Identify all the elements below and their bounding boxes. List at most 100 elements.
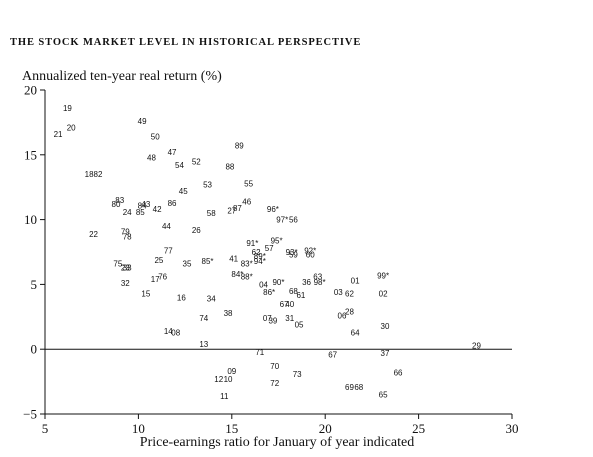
point-label: 75 bbox=[113, 260, 122, 269]
point-label: 01 bbox=[351, 277, 360, 286]
point-label: 86 bbox=[168, 199, 177, 208]
point-label: 87 bbox=[233, 204, 242, 213]
point-label: 32 bbox=[121, 279, 130, 288]
point-label: 57 bbox=[265, 244, 274, 253]
point-label: 76 bbox=[158, 273, 167, 282]
point-label: 11 bbox=[220, 392, 229, 401]
x-tick-label: 10 bbox=[132, 421, 145, 436]
point-label: 89 bbox=[235, 142, 244, 151]
x-axis-label: Price-earnings ratio for January of year… bbox=[140, 435, 414, 450]
point-label: 15 bbox=[141, 289, 150, 298]
point-label: 04 bbox=[259, 280, 268, 289]
point-label: 83 bbox=[115, 196, 124, 205]
point-label: 46 bbox=[242, 197, 251, 206]
y-tick-label: −5 bbox=[23, 407, 37, 422]
x-tick-label: 25 bbox=[412, 421, 425, 436]
point-label: 67 bbox=[328, 350, 337, 359]
point-label: 77 bbox=[164, 247, 173, 256]
point-label: 72 bbox=[270, 379, 279, 388]
point-label: 24 bbox=[123, 208, 132, 217]
point-label: 78 bbox=[123, 232, 132, 241]
point-label: 25 bbox=[154, 256, 163, 265]
point-label: 29 bbox=[472, 341, 481, 350]
point-label: 33 bbox=[123, 264, 132, 273]
y-axis-label: Annualized ten-year real return (%) bbox=[22, 69, 222, 84]
point-label: 84* bbox=[231, 270, 243, 279]
point-label: 74 bbox=[199, 314, 208, 323]
point-label: 55 bbox=[244, 179, 253, 188]
point-label: 26 bbox=[192, 226, 201, 235]
point-label: 47 bbox=[168, 148, 177, 157]
point-label: 02 bbox=[379, 289, 388, 298]
point-label: 86* bbox=[263, 288, 275, 297]
point-label: 96* bbox=[267, 205, 279, 214]
point-label: 60 bbox=[306, 251, 315, 260]
point-label: 06 bbox=[338, 312, 347, 321]
point-label: 21 bbox=[54, 130, 63, 139]
point-label: 97* bbox=[276, 216, 288, 225]
point-label: 50 bbox=[151, 133, 160, 142]
point-label: 28 bbox=[345, 308, 354, 317]
point-label: 89* bbox=[254, 252, 266, 261]
point-label: 16 bbox=[177, 293, 186, 302]
point-label: 40 bbox=[285, 300, 294, 309]
point-label: 53 bbox=[203, 181, 212, 190]
y-tick-label: 10 bbox=[24, 212, 37, 227]
point-label: 91* bbox=[246, 239, 258, 248]
y-tick-label: 15 bbox=[24, 147, 37, 162]
point-label: 64 bbox=[351, 328, 360, 337]
point-label: 80 bbox=[112, 200, 121, 209]
point-label: 69 bbox=[345, 383, 354, 392]
point-label: 59 bbox=[289, 251, 298, 260]
point-label: 03 bbox=[334, 288, 343, 297]
point-label: 54 bbox=[175, 161, 184, 170]
point-label: 19 bbox=[63, 104, 72, 113]
point-label: 49 bbox=[138, 117, 147, 126]
point-label: 99* bbox=[377, 271, 389, 280]
point-label: 10 bbox=[224, 375, 233, 384]
point-label: 65 bbox=[379, 391, 388, 400]
point-label: 56 bbox=[289, 216, 298, 225]
point-label: 23 bbox=[121, 264, 130, 273]
point-label: 08 bbox=[171, 328, 180, 337]
point-label: 98* bbox=[314, 278, 326, 287]
point-label: 88* bbox=[241, 273, 253, 282]
point-label: 17 bbox=[151, 275, 160, 284]
point-label: 37 bbox=[381, 349, 390, 358]
point-label: 45 bbox=[179, 187, 188, 196]
point-label: 48 bbox=[147, 153, 156, 162]
point-label: 62 bbox=[345, 289, 354, 298]
point-label: 20 bbox=[67, 124, 76, 133]
point-label: 73 bbox=[293, 370, 302, 379]
point-label: 12 bbox=[214, 375, 223, 384]
point-label: 62 bbox=[252, 248, 261, 257]
point-label: 88 bbox=[225, 162, 234, 171]
point-label: 68 bbox=[354, 383, 363, 392]
point-label: 38 bbox=[224, 309, 233, 318]
point-label: 05 bbox=[295, 321, 304, 330]
point-label: 63 bbox=[313, 273, 322, 282]
point-label: 61 bbox=[296, 291, 305, 300]
point-label: 52 bbox=[192, 157, 201, 166]
point-label: 92* bbox=[304, 247, 316, 256]
point-label: 35 bbox=[183, 260, 192, 269]
point-label: 31 bbox=[285, 314, 294, 323]
point-label: 85* bbox=[202, 257, 214, 266]
point-label: 90* bbox=[272, 278, 284, 287]
point-label: 93* bbox=[286, 248, 298, 257]
point-label: 44 bbox=[162, 222, 171, 231]
chart-title: THE STOCK MARKET LEVEL IN HISTORICAL PER… bbox=[10, 37, 362, 48]
point-label: 39 bbox=[268, 317, 277, 326]
point-label: 14 bbox=[164, 327, 173, 336]
point-label: 71 bbox=[255, 348, 264, 357]
point-label: 43 bbox=[141, 200, 150, 209]
point-label: 68 bbox=[289, 287, 298, 296]
point-label: 95* bbox=[271, 236, 283, 245]
point-label: 07 bbox=[263, 314, 272, 323]
point-label: 42 bbox=[153, 205, 162, 214]
point-label: 67 bbox=[280, 300, 289, 309]
point-label: 13 bbox=[199, 340, 208, 349]
